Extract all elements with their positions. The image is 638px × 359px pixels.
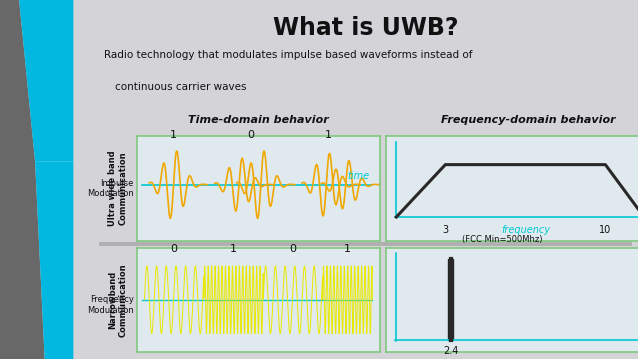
Text: 0: 0 <box>248 130 255 140</box>
Text: 3: 3 <box>442 225 449 235</box>
Text: 0: 0 <box>170 244 177 254</box>
Text: Narrowband
Communication: Narrowband Communication <box>108 263 128 337</box>
Text: 10: 10 <box>599 225 611 235</box>
Text: 1: 1 <box>325 130 332 140</box>
Text: Frequency-domain behavior: Frequency-domain behavior <box>441 115 615 125</box>
Text: 1: 1 <box>344 244 351 254</box>
Text: Ultra wide band
Communication: Ultra wide band Communication <box>108 151 128 226</box>
Text: Time-domain behavior: Time-domain behavior <box>188 115 329 125</box>
Text: 2.4: 2.4 <box>443 346 458 356</box>
Text: 1: 1 <box>230 244 237 254</box>
Text: 0: 0 <box>290 244 297 254</box>
Text: Frequency
Modulation: Frequency Modulation <box>87 295 134 315</box>
Text: What is UWB?: What is UWB? <box>272 16 458 40</box>
Text: Impulse
Modulation: Impulse Modulation <box>87 179 134 198</box>
Text: (FCC Min=500Mhz): (FCC Min=500Mhz) <box>462 235 542 244</box>
Text: 1: 1 <box>170 130 177 140</box>
Text: frequency: frequency <box>501 225 550 235</box>
Text: time: time <box>348 171 370 181</box>
Text: continuous carrier waves: continuous carrier waves <box>115 82 246 92</box>
Text: Radio technology that modulates impulse based waveforms instead of: Radio technology that modulates impulse … <box>104 50 473 60</box>
